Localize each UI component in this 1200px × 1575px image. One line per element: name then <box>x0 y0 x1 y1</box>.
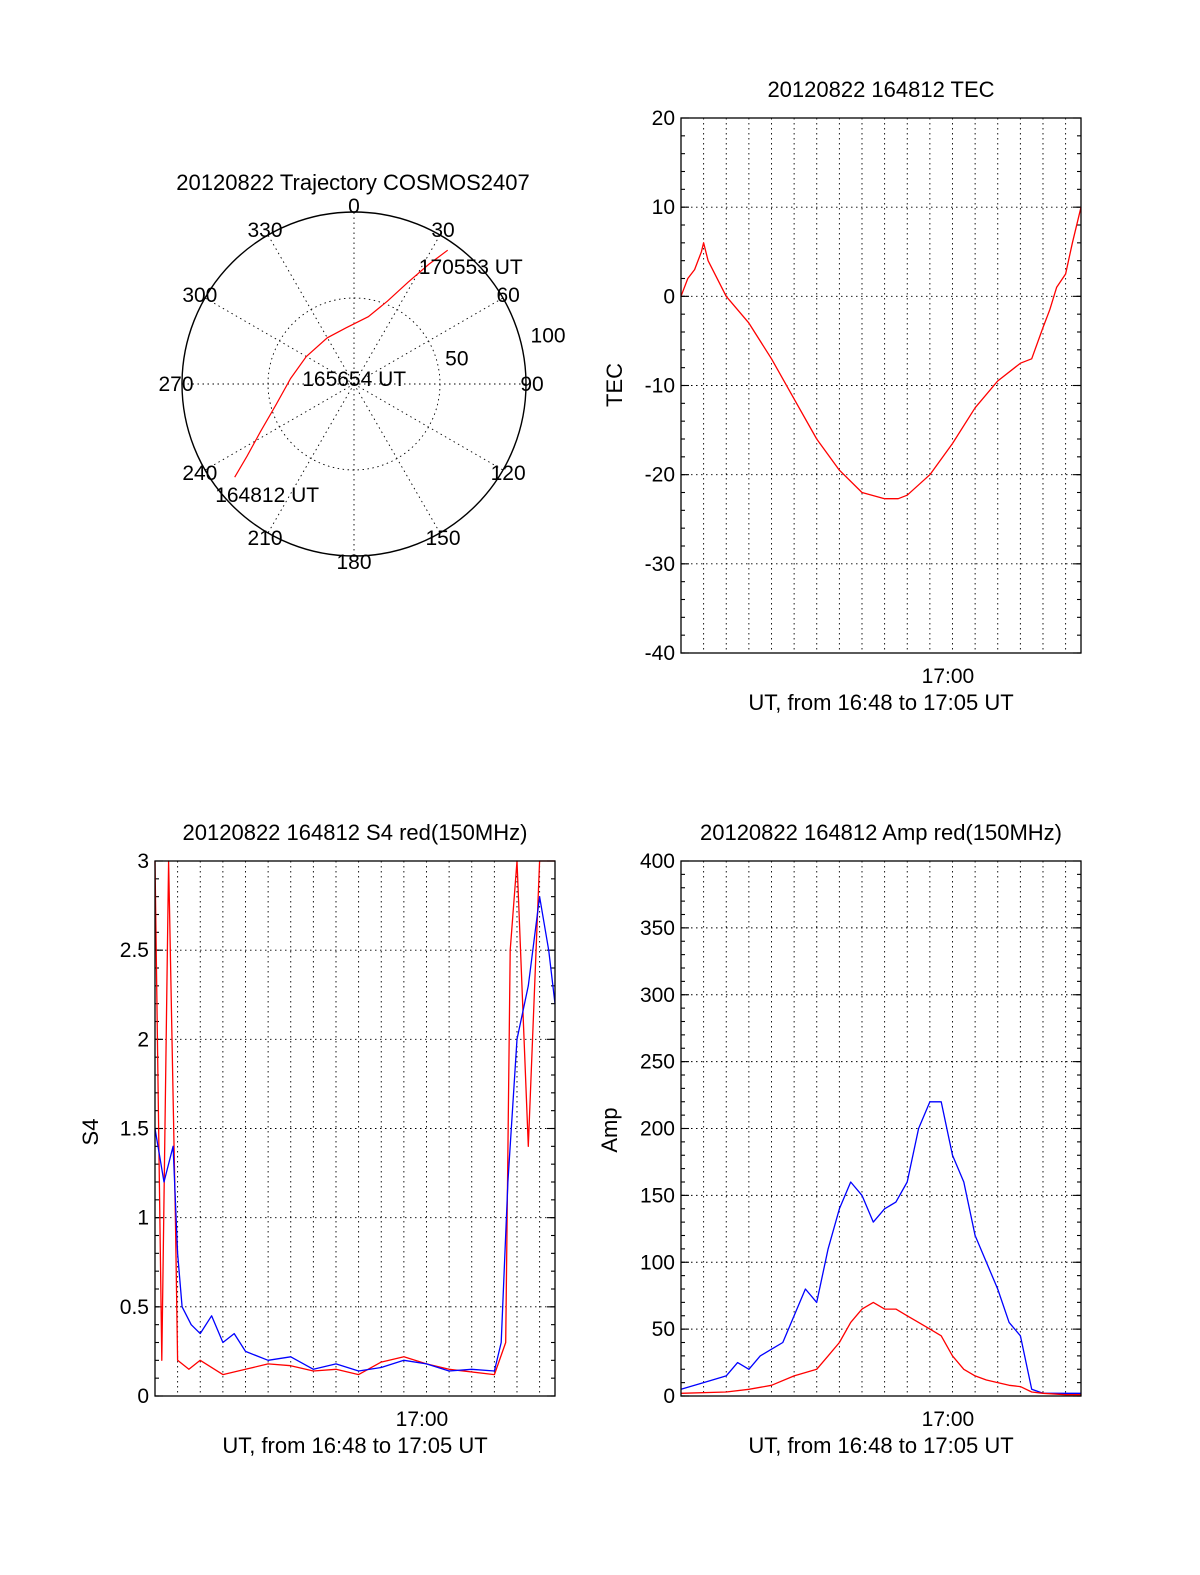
s4-chart-title: 20120822 164812 S4 red(150MHz) <box>183 820 528 845</box>
polar-azimuth-label: 60 <box>496 284 519 307</box>
tec-series <box>680 207 1082 500</box>
tec-x-tick-labels: 17:00 <box>922 665 975 688</box>
amp-grid <box>681 860 1081 1397</box>
tec-y-tick-label: 10 <box>652 196 675 219</box>
tec-x-tick-label: 17:00 <box>922 665 975 688</box>
tec-line-chart: 20120822 164812 TEC -40 -30 -20 -10 0 10 20 17… <box>602 77 1082 715</box>
tec-series-line-1 <box>680 207 1082 500</box>
tec-y-tick-label: -10 <box>645 375 675 398</box>
amp-y-tick-label: 250 <box>640 1051 675 1074</box>
polar-spoke <box>204 383 355 471</box>
polar-azimuth-label: 210 <box>247 527 282 550</box>
tec-y-tick-label: -20 <box>645 464 675 487</box>
polar-spoke <box>267 383 355 534</box>
polar-spoke <box>353 234 441 385</box>
tec-y-tick-label: -30 <box>645 553 675 576</box>
amp-y-axis-label: Amp <box>597 1107 622 1152</box>
s4-x-tick-label: 17:00 <box>396 1408 449 1431</box>
tec-y-tick-labels: -40 -30 -20 -10 0 10 20 <box>645 107 675 665</box>
trajectory-time-annotation: 170553 UT <box>419 256 523 279</box>
s4-series-line-1 <box>154 860 555 1376</box>
polar-outer-circle <box>181 211 527 557</box>
tec-plot-frame <box>680 117 1082 654</box>
polar-elevation-labels: 50 100 <box>445 325 565 371</box>
trajectory-line <box>234 249 449 478</box>
amp-x-axis-label: UT, from 16:48 to 17:05 UT <box>748 1433 1013 1458</box>
s4-grid <box>155 860 555 1397</box>
s4-y-tick-label: 1 <box>137 1207 149 1230</box>
s4-y-tick-label: 0.5 <box>120 1296 149 1319</box>
polar-azimuth-label: 300 <box>182 284 217 307</box>
amp-y-tick-labels: 0 50 100 150 200 250 300 350 400 <box>640 850 675 1408</box>
trajectory-polar-chart: 20120822 Trajectory COSMOS2407 0 30 60 90 12… <box>158 170 565 574</box>
s4-y-tick-label: 1.5 <box>120 1118 149 1141</box>
polar-spoke <box>267 234 355 385</box>
amp-plot-frame <box>680 860 1082 1397</box>
tec-y-tick-label: -40 <box>645 642 675 665</box>
trajectory-time-annotation: 164812 UT <box>215 484 319 507</box>
tec-x-axis-label: UT, from 16:48 to 17:05 UT <box>748 690 1013 715</box>
amp-chart-title: 20120822 164812 Amp red(150MHz) <box>700 820 1062 845</box>
polar-azimuth-label: 90 <box>520 373 543 396</box>
s4-y-tick-label: 3 <box>137 850 149 873</box>
polar-grid <box>181 211 527 557</box>
tec-y-axis-label: TEC <box>602 363 627 407</box>
amp-y-tick-label: 300 <box>640 984 675 1007</box>
s4-plot-frame <box>154 860 556 1397</box>
amp-x-tick-labels: 17:00 <box>922 1408 975 1431</box>
s4-series <box>154 860 556 1376</box>
amp-y-tick-label: 200 <box>640 1118 675 1141</box>
polar-azimuth-label: 150 <box>425 527 460 550</box>
amp-series <box>680 1101 1081 1396</box>
tec-chart-title: 20120822 164812 TEC <box>767 77 994 102</box>
polar-spoke <box>204 297 355 385</box>
polar-azimuth-labels: 0 30 60 90 120 150 180 210 240 270 300 330 <box>158 195 543 574</box>
amp-y-tick-label: 50 <box>652 1318 675 1341</box>
amp-y-tick-label: 400 <box>640 850 675 873</box>
amp-series-line-2 <box>680 1301 1081 1396</box>
trajectory-time-annotation: 165654 UT <box>302 368 406 391</box>
amp-series-line-1 <box>680 1101 1081 1394</box>
trajectory-annotations: 164812 UT 165654 UT 170553 UT <box>215 256 523 507</box>
amp-y-tick-label: 100 <box>640 1251 675 1274</box>
s4-x-axis-label: UT, from 16:48 to 17:05 UT <box>222 1433 487 1458</box>
polar-azimuth-label: 30 <box>431 219 454 242</box>
amp-y-tick-label: 0 <box>663 1385 675 1408</box>
s4-series-line-2 <box>154 896 556 1372</box>
polar-azimuth-label: 330 <box>247 219 282 242</box>
amp-y-tick-label: 150 <box>640 1184 675 1207</box>
s4-y-tick-label: 2.5 <box>120 939 149 962</box>
s4-y-tick-labels: 0 0.5 1 1.5 2 2.5 3 <box>120 850 149 1408</box>
trajectory-chart-title: 20120822 Trajectory COSMOS2407 <box>176 170 529 195</box>
polar-spoke <box>353 383 504 471</box>
polar-azimuth-label: 0 <box>348 195 360 218</box>
polar-azimuth-label: 270 <box>158 373 193 396</box>
polar-elevation-label: 50 <box>445 347 468 370</box>
polar-azimuth-label: 240 <box>182 462 217 485</box>
polar-spoke <box>353 297 504 385</box>
tec-y-tick-label: 0 <box>663 285 675 308</box>
amp-y-tick-label: 350 <box>640 917 675 940</box>
s4-x-tick-labels: 17:00 <box>396 1408 449 1431</box>
amp-x-tick-label: 17:00 <box>922 1408 975 1431</box>
tec-grid <box>681 117 1081 654</box>
polar-azimuth-label: 120 <box>491 462 526 485</box>
polar-elevation-label: 100 <box>531 325 566 348</box>
s4-line-chart: 20120822 164812 S4 red(150MHz) 0 0.5 1 1.5 2… <box>78 820 556 1458</box>
amp-line-chart: 20120822 164812 Amp red(150MHz) 0 50 100 15… <box>597 820 1082 1458</box>
s4-y-tick-label: 0 <box>137 1385 149 1408</box>
s4-y-tick-label: 2 <box>137 1028 149 1051</box>
polar-spoke <box>353 383 441 534</box>
trajectory-series <box>234 249 449 478</box>
polar-azimuth-label: 180 <box>336 551 371 574</box>
tec-y-tick-label: 20 <box>652 107 675 130</box>
s4-y-axis-label: S4 <box>78 1119 103 1146</box>
